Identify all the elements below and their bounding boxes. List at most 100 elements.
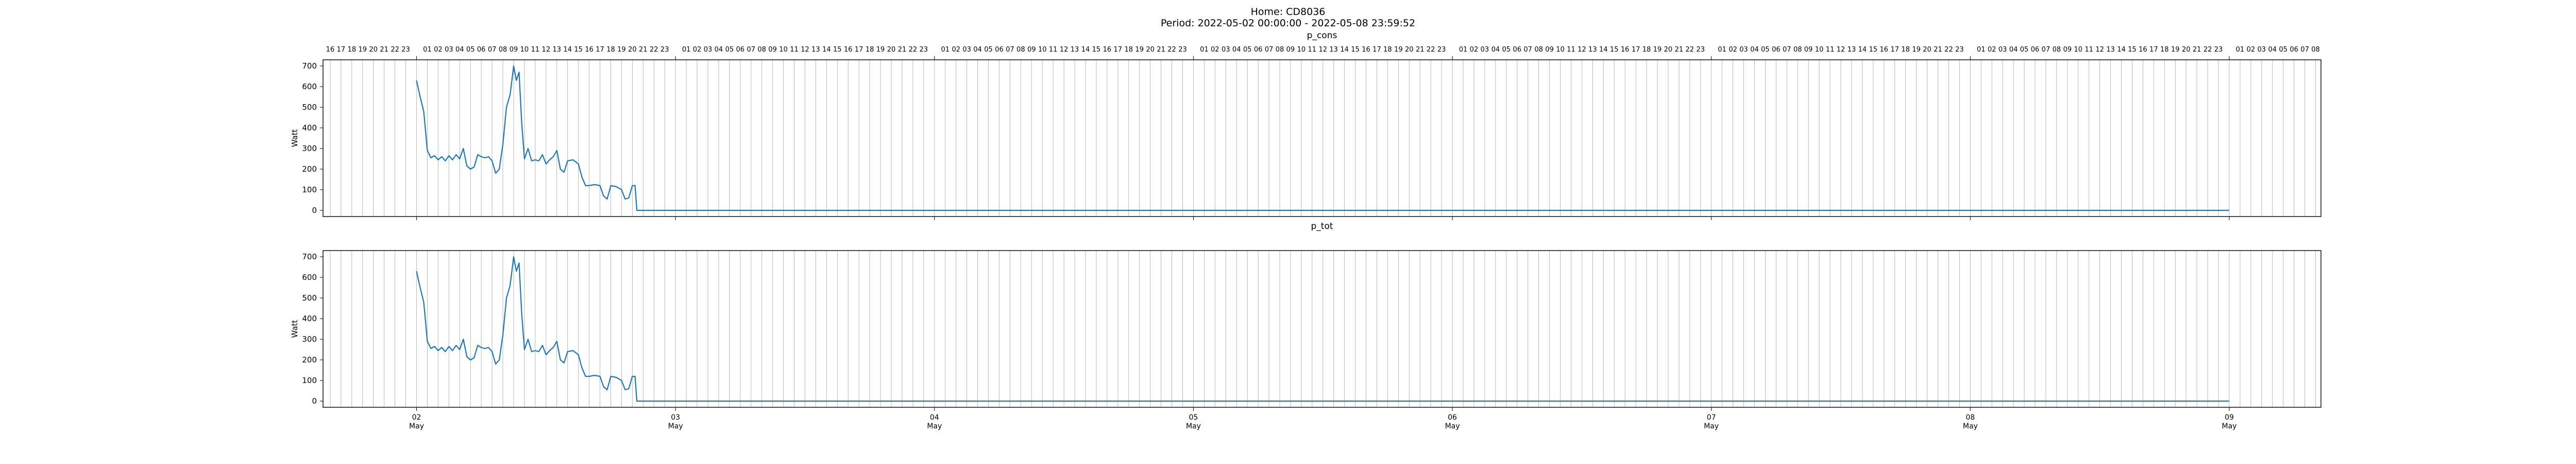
hour-tick-label: 04 (2268, 46, 2277, 54)
hour-tick-label: 08 (499, 46, 507, 54)
hour-tick-label: 22 (650, 46, 658, 54)
hour-tick-label: 02 (952, 46, 960, 54)
hour-tick-label: 04 (715, 46, 723, 54)
x-tick-label-month: May (1963, 422, 1978, 430)
hour-tick-label: 09 (2063, 46, 2072, 54)
hour-tick-label: 20 (1146, 46, 1155, 54)
figure-title-home: Home: CD8036 (1250, 6, 1326, 18)
figure-title-period: Period: 2022-05-02 00:00:00 - 2022-05-08… (1160, 18, 1416, 29)
y-axis-label: Watt (290, 129, 299, 147)
hour-tick-label: 03 (1998, 46, 2007, 54)
hour-tick-label: 03 (704, 46, 713, 54)
hour-tick-label: 19 (876, 46, 885, 54)
hour-tick-label: 22 (909, 46, 918, 54)
hour-tick-label: 23 (1437, 46, 1446, 54)
hour-tick-label: 08 (1534, 46, 1543, 54)
hour-tick-label: 13 (1588, 46, 1597, 54)
hour-tick-label: 12 (801, 46, 809, 54)
hour-tick-label: 05 (1502, 46, 1511, 54)
hour-tick-label: 01 (1718, 46, 1726, 54)
hour-tick-label: 02 (693, 46, 702, 54)
x-tick-label-day: 04 (930, 413, 939, 422)
hour-tick-label: 07 (2300, 46, 2309, 54)
hour-tick-label: 09 (1027, 46, 1036, 54)
hour-tick-label: 04 (2009, 46, 2018, 54)
hour-tick-label: 15 (833, 46, 842, 54)
hour-tick-label: 12 (1318, 46, 1327, 54)
hour-tick-label: 14 (1599, 46, 1608, 54)
hour-tick-label: 03 (445, 46, 453, 54)
series-line (416, 256, 2229, 402)
hour-tick-label: 11 (1826, 46, 1835, 54)
hour-tick-label: 18 (1124, 46, 1133, 54)
hour-tick-label: 17 (1632, 46, 1640, 54)
hour-tick-label: 01 (1200, 46, 1209, 54)
panel-title: p_tot (1311, 221, 1333, 231)
hour-tick-label: 13 (2106, 46, 2115, 54)
hour-tick-label: 05 (2279, 46, 2287, 54)
hour-tick-label: 05 (1243, 46, 1252, 54)
x-tick-label-month: May (1186, 422, 1201, 430)
hour-tick-label: 18 (2160, 46, 2169, 54)
chart-panel-p-cons: 16 17 18 19 20 21 22 23 01 02 03 04 05 06 07 08 09 10 11 12… (290, 30, 2321, 220)
hour-tick-label: 08 (1793, 46, 1802, 54)
hour-tick-label: 23 (2214, 46, 2223, 54)
hour-tick-label: 21 (639, 46, 648, 54)
chart-panel-p-tot: 0100200300400500600700Wattp_tot02May03Ma… (290, 221, 2321, 430)
hour-tick-label: 12 (1578, 46, 1586, 54)
y-tick-label: 200 (302, 355, 317, 364)
hour-tick-label: 21 (898, 46, 907, 54)
hour-tick-label: 04 (455, 46, 464, 54)
hour-tick-label: 14 (1081, 46, 1090, 54)
hour-tick-label: 02 (2247, 46, 2256, 54)
hour-tick-label: 06 (2031, 46, 2040, 54)
hour-tick-label: 07 (1523, 46, 1532, 54)
hour-tick-label: 03 (2258, 46, 2266, 54)
hour-tick-label: 11 (790, 46, 799, 54)
hour-tick-label: 15 (1092, 46, 1101, 54)
hour-tick-label: 21 (1416, 46, 1425, 54)
hour-tick-label: 23 (1178, 46, 1187, 54)
hour-tick-label: 15 (1610, 46, 1619, 54)
hour-tick-label: 19 (1394, 46, 1403, 54)
hour-tick-label: 14 (2117, 46, 2126, 54)
hour-tick-label: 19 (359, 46, 367, 54)
hour-tick-label: 14 (1858, 46, 1867, 54)
y-tick-label: 300 (302, 144, 317, 153)
y-tick-label: 500 (302, 293, 317, 303)
x-tick-label-day: 06 (1448, 413, 1457, 422)
hour-tick-label: 16 (1621, 46, 1630, 54)
axes-frame (323, 250, 2321, 408)
hour-tick-label: 09 (1286, 46, 1295, 54)
hour-tick-label: 18 (1642, 46, 1651, 54)
hour-tick-label: 06 (1772, 46, 1781, 54)
hour-tick-label: 22 (1944, 46, 1953, 54)
hour-tick-label: 09 (510, 46, 518, 54)
hour-tick-label: 02 (1988, 46, 1996, 54)
hour-tick-label: 13 (1071, 46, 1079, 54)
hour-tick-label: 12 (1837, 46, 1845, 54)
hour-tick-label: 17 (596, 46, 604, 54)
hour-tick-label: 08 (1276, 46, 1284, 54)
hour-tick-label: 20 (369, 46, 378, 54)
x-tick-label-day: 07 (1707, 413, 1716, 422)
hour-tick-label: 20 (1405, 46, 1414, 54)
hour-tick-label: 16 (844, 46, 853, 54)
hour-tick-label: 03 (1481, 46, 1489, 54)
hour-tick-label: 23 (920, 46, 928, 54)
hour-tick-label: 15 (1351, 46, 1360, 54)
hour-tick-label: 23 (401, 46, 410, 54)
hour-tick-label: 05 (1761, 46, 1770, 54)
hour-tick-label: 06 (1254, 46, 1263, 54)
hour-tick-label: 02 (434, 46, 443, 54)
hour-tick-label: 10 (1815, 46, 1824, 54)
hour-tick-label: 01 (423, 46, 432, 54)
hour-tick-label: 01 (1977, 46, 1986, 54)
x-tick-label-month: May (1704, 422, 1719, 430)
hour-tick-label: 06 (477, 46, 486, 54)
x-tick-label-day: 05 (1189, 413, 1198, 422)
hour-tick-label: 23 (1955, 46, 1964, 54)
hour-tick-label: 05 (725, 46, 734, 54)
hour-tick-label: 10 (1556, 46, 1565, 54)
